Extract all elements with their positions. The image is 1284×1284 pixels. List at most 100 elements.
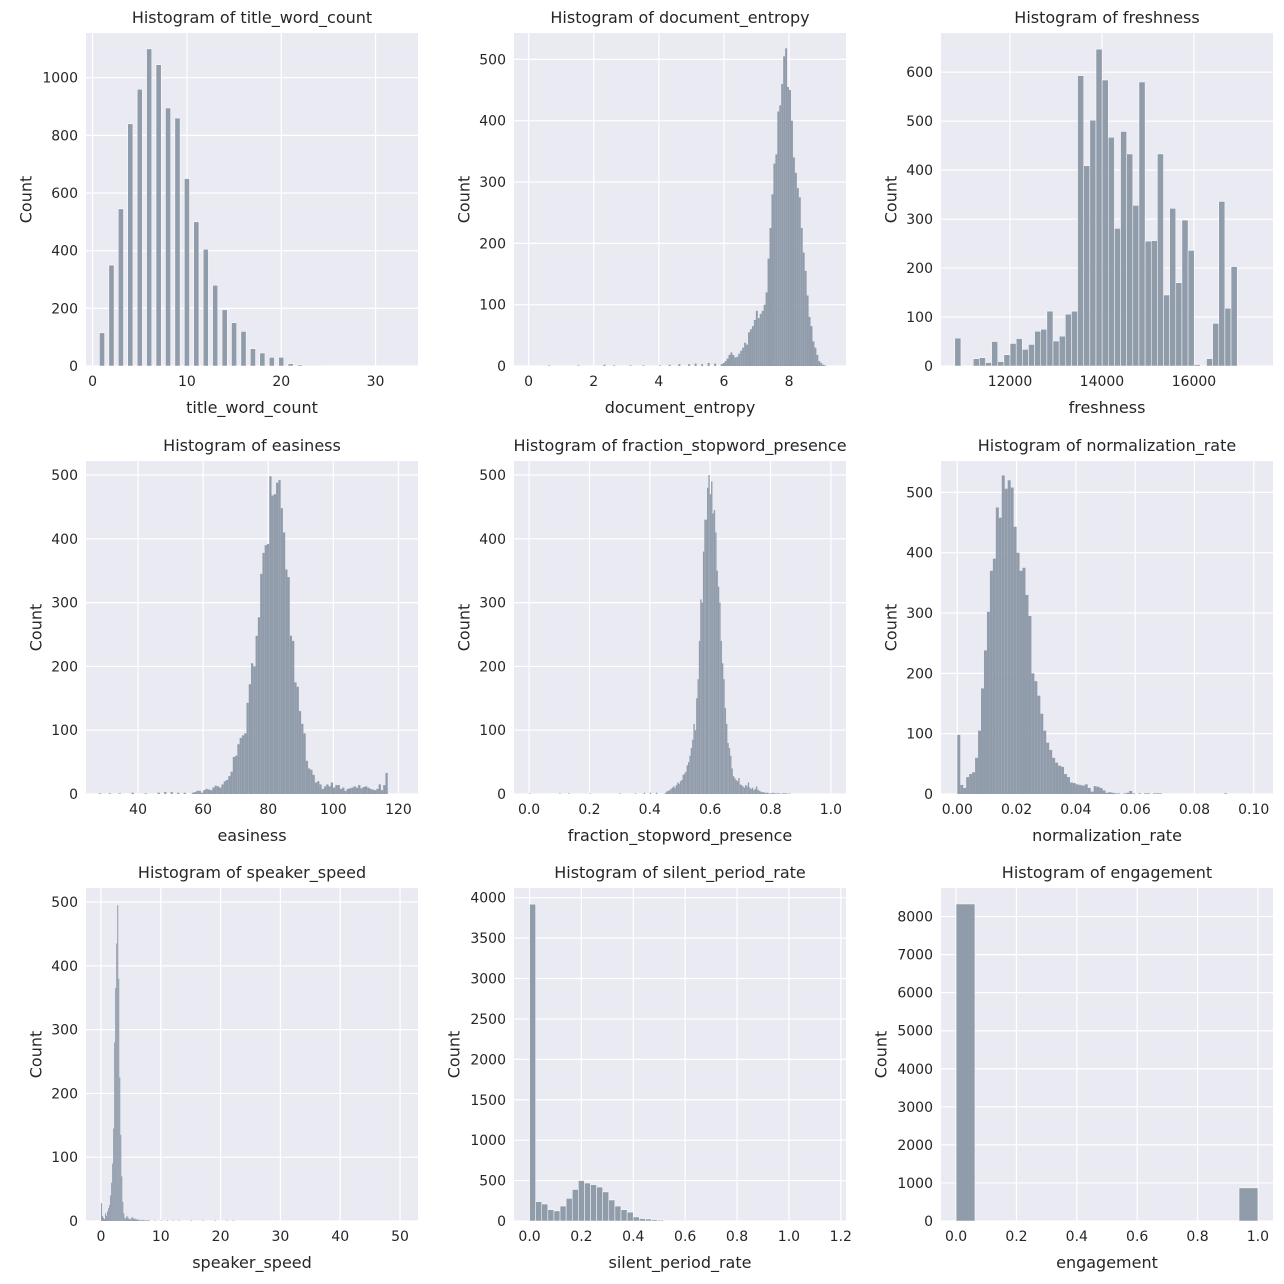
svg-text:500: 500 bbox=[906, 114, 933, 130]
svg-text:0: 0 bbox=[96, 1229, 105, 1245]
svg-text:0.8: 0.8 bbox=[726, 1229, 748, 1245]
svg-text:100: 100 bbox=[479, 298, 506, 314]
svg-text:0: 0 bbox=[69, 787, 78, 803]
svg-text:100: 100 bbox=[906, 310, 933, 326]
svg-text:30: 30 bbox=[272, 1229, 290, 1245]
svg-text:0: 0 bbox=[69, 359, 78, 375]
svg-text:0.4: 0.4 bbox=[639, 802, 661, 818]
svg-text:300: 300 bbox=[906, 212, 933, 228]
svg-text:1.0: 1.0 bbox=[1247, 1229, 1269, 1245]
svg-text:10: 10 bbox=[152, 1229, 170, 1245]
svg-text:7000: 7000 bbox=[897, 948, 933, 964]
chart-title: Histogram of freshness bbox=[1014, 8, 1200, 27]
svg-text:600: 600 bbox=[51, 186, 78, 202]
svg-text:0.6: 0.6 bbox=[699, 802, 721, 818]
chart-title: Histogram of engagement bbox=[1001, 863, 1213, 882]
svg-text:600: 600 bbox=[906, 65, 933, 81]
svg-text:0.4: 0.4 bbox=[622, 1229, 644, 1245]
svg-text:14000: 14000 bbox=[1080, 374, 1125, 390]
svg-text:400: 400 bbox=[906, 546, 933, 562]
svg-text:6000: 6000 bbox=[897, 986, 933, 1002]
svg-text:3000: 3000 bbox=[470, 972, 506, 988]
svg-text:0.6: 0.6 bbox=[674, 1229, 696, 1245]
svg-text:100: 100 bbox=[479, 723, 506, 739]
chart-title: Histogram of speaker_speed bbox=[137, 863, 367, 882]
svg-text:3000: 3000 bbox=[897, 1100, 933, 1116]
histogram-freshness: 12000 14000 16000 0 100 200 300 400 500 600 Histog… bbox=[882, 8, 1273, 417]
svg-text:0: 0 bbox=[524, 374, 533, 390]
chart-title: Histogram of fraction_stopword_presence bbox=[513, 436, 847, 455]
svg-text:100: 100 bbox=[51, 723, 78, 739]
svg-text:30: 30 bbox=[367, 374, 385, 390]
histogram-normalization-rate: 0.00 0.02 0.04 0.06 0.08 0.10 0 100 200 300 400 500… bbox=[882, 436, 1273, 845]
y-axis-label: Count bbox=[26, 603, 46, 651]
svg-text:80: 80 bbox=[259, 802, 277, 818]
histogram-bars bbox=[957, 475, 1228, 794]
svg-text:12000: 12000 bbox=[988, 374, 1033, 390]
svg-text:20: 20 bbox=[212, 1229, 230, 1245]
svg-text:400: 400 bbox=[479, 114, 506, 130]
svg-text:0.02: 0.02 bbox=[1001, 802, 1032, 818]
x-axis-label: easiness bbox=[217, 826, 287, 845]
y-axis-label: Count bbox=[444, 1030, 464, 1078]
svg-text:0: 0 bbox=[924, 1214, 933, 1230]
svg-text:1.0: 1.0 bbox=[778, 1229, 800, 1245]
svg-text:50: 50 bbox=[391, 1229, 409, 1245]
plot-area: 12000 14000 16000 0 100 200 300 400 500 600 bbox=[906, 33, 1273, 390]
y-axis-label: Count bbox=[454, 175, 474, 223]
svg-text:100: 100 bbox=[320, 802, 347, 818]
svg-text:200: 200 bbox=[51, 659, 78, 675]
chart-title: Histogram of normalization_rate bbox=[977, 436, 1237, 455]
plot-area: 0 10 20 30 0 200 400 600 800 1000 bbox=[42, 33, 418, 390]
svg-text:200: 200 bbox=[479, 236, 506, 252]
svg-text:8000: 8000 bbox=[897, 910, 933, 926]
svg-text:0.0: 0.0 bbox=[518, 1229, 540, 1245]
x-axis-label: engagement bbox=[1056, 1253, 1158, 1272]
y-axis-label: Count bbox=[16, 175, 36, 223]
svg-text:400: 400 bbox=[51, 532, 78, 548]
plot-area: 0.0 0.2 0.4 0.6 0.8 1.0 0 1000 2000 3000 4000 5000 6… bbox=[897, 888, 1273, 1245]
histogram-bars bbox=[954, 48, 1238, 367]
svg-text:120: 120 bbox=[385, 802, 412, 818]
svg-text:2000: 2000 bbox=[470, 1052, 506, 1068]
svg-text:1.2: 1.2 bbox=[830, 1229, 852, 1245]
svg-text:200: 200 bbox=[906, 666, 933, 682]
histogram-bars bbox=[529, 475, 790, 794]
svg-text:16000: 16000 bbox=[1172, 374, 1217, 390]
histogram-bars bbox=[99, 476, 388, 794]
chart-title: Histogram of document_entropy bbox=[550, 8, 810, 27]
plot-area: 0.00 0.02 0.04 0.06 0.08 0.10 0 100 200 300 400 500 bbox=[906, 461, 1273, 818]
plot-area: 0.0 0.2 0.4 0.6 0.8 1.0 0 100 200 300 400 500 bbox=[479, 461, 846, 818]
plot-area: 0 2 4 6 8 0 100 200 300 400 500 bbox=[479, 33, 846, 390]
svg-text:0.06: 0.06 bbox=[1120, 802, 1151, 818]
svg-text:0: 0 bbox=[497, 1214, 506, 1230]
svg-text:0.0: 0.0 bbox=[945, 1229, 967, 1245]
svg-text:40: 40 bbox=[129, 802, 147, 818]
svg-text:10: 10 bbox=[178, 374, 196, 390]
x-axis-label: silent_period_rate bbox=[608, 1253, 752, 1272]
svg-text:0.2: 0.2 bbox=[1005, 1229, 1027, 1245]
x-axis-label: title_word_count bbox=[186, 398, 318, 417]
svg-text:1000: 1000 bbox=[897, 1176, 933, 1192]
svg-text:500: 500 bbox=[51, 468, 78, 484]
svg-text:100: 100 bbox=[51, 1150, 78, 1166]
svg-text:0: 0 bbox=[69, 1214, 78, 1230]
x-axis-label: normalization_rate bbox=[1032, 826, 1182, 845]
svg-text:40: 40 bbox=[331, 1229, 349, 1245]
svg-text:300: 300 bbox=[51, 1023, 78, 1039]
svg-text:800: 800 bbox=[51, 128, 78, 144]
svg-text:60: 60 bbox=[194, 802, 212, 818]
histogram-fraction-stopword-presence: 0.0 0.2 0.4 0.6 0.8 1.0 0 100 200 300 400 500 Histog… bbox=[455, 436, 847, 845]
histogram-easiness: 40 60 80 100 120 0 100 200 300 400 500 Histogram of… bbox=[27, 436, 418, 845]
svg-text:200: 200 bbox=[906, 261, 933, 277]
svg-text:6: 6 bbox=[719, 374, 728, 390]
histogram-bars bbox=[100, 905, 234, 1221]
svg-text:0.00: 0.00 bbox=[942, 802, 973, 818]
svg-text:2000: 2000 bbox=[897, 1138, 933, 1154]
svg-text:20: 20 bbox=[272, 374, 290, 390]
histogram-speaker-speed: 0 10 20 30 40 50 0 100 200 300 400 500 Histogram of … bbox=[27, 863, 418, 1272]
svg-text:8: 8 bbox=[785, 374, 794, 390]
x-axis-label: fraction_stopword_presence bbox=[567, 826, 793, 845]
svg-text:400: 400 bbox=[51, 244, 78, 260]
